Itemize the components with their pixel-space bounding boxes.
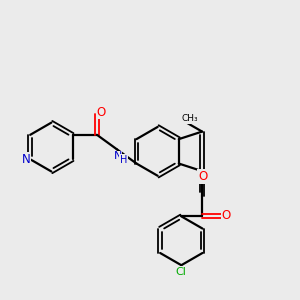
Text: N: N (113, 151, 122, 161)
Text: Cl: Cl (176, 267, 187, 277)
Text: O: O (221, 209, 231, 222)
Text: CH₃: CH₃ (182, 114, 199, 123)
Text: O: O (96, 106, 105, 119)
Text: O: O (198, 170, 207, 183)
Text: H: H (120, 155, 127, 165)
Text: N: N (22, 153, 30, 166)
